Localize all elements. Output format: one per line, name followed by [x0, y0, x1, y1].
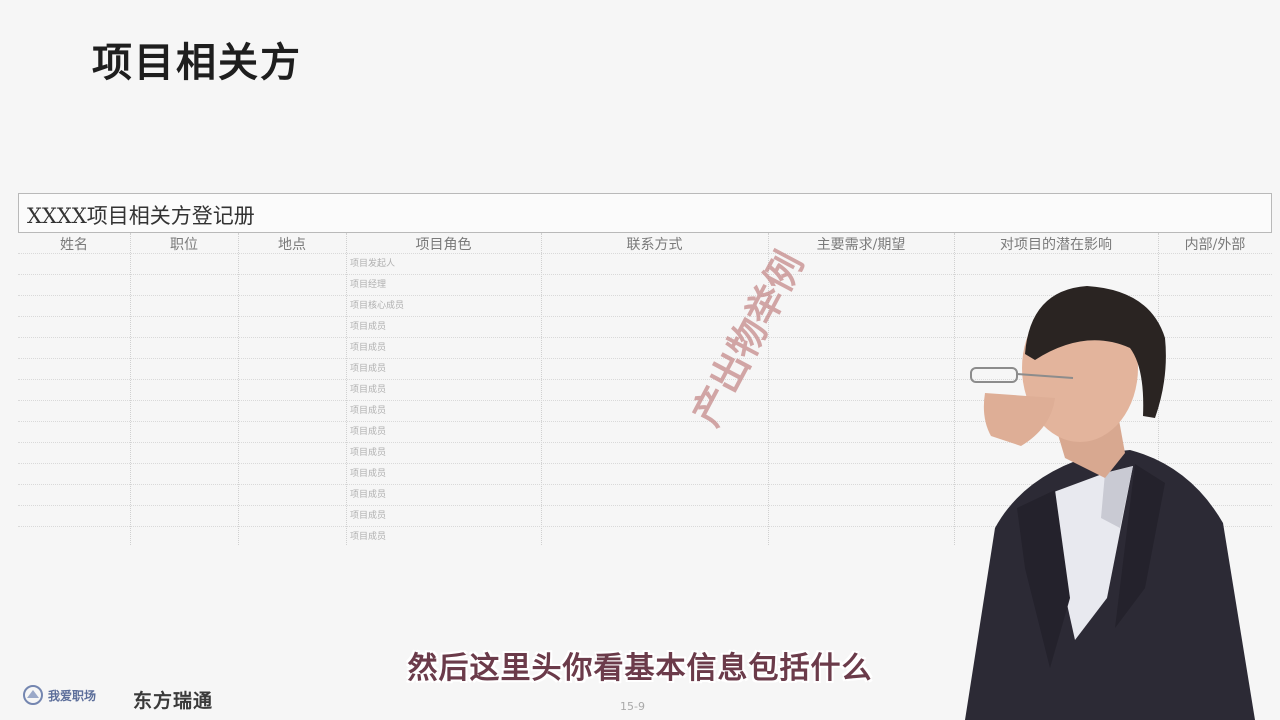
page-number: 15-9 [620, 700, 645, 713]
role-cell: 项目成员 [350, 427, 387, 437]
column-header-contact: 联系方式 [626, 237, 683, 253]
column-divider [954, 233, 955, 545]
role-cell: 项目经理 [350, 280, 387, 290]
column-header-internal-external: 内部/外部 [1184, 237, 1246, 253]
column-header-requirements: 主要需求/期望 [816, 237, 906, 253]
row-divider [18, 526, 1272, 527]
row-divider [18, 253, 1272, 254]
row-divider [18, 463, 1272, 464]
role-cell: 项目成员 [350, 322, 387, 332]
row-divider [18, 400, 1272, 401]
row-divider [18, 337, 1272, 338]
row-divider [18, 274, 1272, 275]
slide-title: 项目相关方 [92, 40, 302, 86]
logo-mark-icon [23, 685, 43, 705]
role-cell: 项目核心成员 [350, 301, 405, 311]
logo-left-text: 我爱职场 [48, 688, 97, 703]
row-divider [18, 484, 1272, 485]
column-divider [130, 233, 131, 545]
role-cell: 项目成员 [350, 490, 387, 500]
column-header-influence: 对项目的潜在影响 [1000, 237, 1112, 253]
role-cell: 项目发起人 [350, 259, 396, 269]
column-divider [768, 233, 769, 545]
role-cell: 项目成员 [350, 364, 387, 374]
company-logo-left: 我爱职场 [22, 684, 96, 706]
register-title: XXXX项目相关方登记册 [18, 193, 1272, 233]
register-grid: 姓名 职位 地点 项目角色 联系方式 主要需求/期望 对项目的潜在影响 内部/外… [18, 233, 1272, 545]
role-cell: 项目成员 [350, 385, 387, 395]
row-divider [18, 358, 1272, 359]
role-cell: 项目成员 [350, 406, 387, 416]
column-header-position: 职位 [170, 237, 198, 253]
presenter-figure [965, 286, 1255, 720]
row-divider [18, 421, 1272, 422]
role-cell: 项目成员 [350, 511, 387, 521]
video-subtitle: 然后这里头你看基本信息包括什么 [407, 651, 873, 686]
column-divider [238, 233, 239, 545]
row-divider [18, 316, 1272, 317]
column-divider [346, 233, 347, 545]
stakeholder-register: XXXX项目相关方登记册 姓名 职位 地点 项目角色 联系方式 主要需求/期望 … [18, 193, 1272, 553]
row-divider [18, 379, 1272, 380]
company-logo-right: 东方瑞通 [133, 690, 214, 712]
column-header-location: 地点 [278, 237, 306, 253]
column-header-name: 姓名 [60, 237, 88, 253]
role-cell: 项目成员 [350, 469, 387, 479]
column-header-project-role: 项目角色 [415, 237, 472, 253]
row-divider [18, 505, 1272, 506]
row-divider [18, 442, 1272, 443]
row-divider [18, 295, 1272, 296]
role-cell: 项目成员 [350, 532, 387, 542]
role-cell: 项目成员 [350, 448, 387, 458]
role-cell: 项目成员 [350, 343, 387, 353]
column-divider [541, 233, 542, 545]
